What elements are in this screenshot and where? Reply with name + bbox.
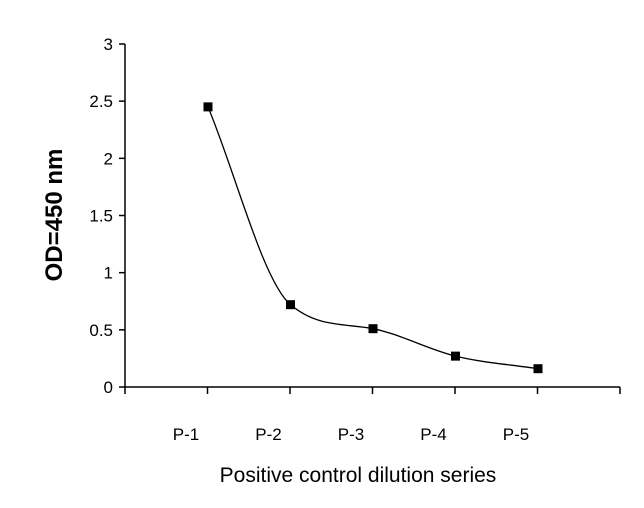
data-point-marker [368, 324, 378, 334]
y-tick-label: 0.5 [89, 321, 113, 340]
chart-axes [124, 44, 620, 388]
series-line [207, 106, 539, 370]
x-tick-label: P-5 [503, 425, 529, 444]
y-tick-label: 3 [104, 35, 113, 54]
data-point-marker [451, 351, 460, 361]
y-tick-label: 2.5 [89, 92, 113, 111]
y-axis-ticks: 0 0.5 1 1.5 2 2.5 3 [89, 35, 125, 397]
data-point-marker [286, 300, 295, 310]
x-tick-label: P-2 [255, 425, 281, 444]
y-axis-title: OD=450 nm [41, 149, 68, 282]
x-axis-title: Positive control dilution series [220, 464, 497, 487]
x-tick-label: P-4 [420, 425, 446, 444]
x-tick-label: P-3 [338, 425, 364, 444]
y-tick-label: 0 [104, 378, 113, 397]
x-axis-ticks: P-1 P-2 P-3 P-4 P-5 [124, 387, 621, 444]
data-point-marker [203, 102, 213, 112]
y-tick-label: 2 [104, 149, 113, 168]
data-point-marker [533, 364, 543, 374]
plot-area [203, 102, 543, 374]
y-tick-label: 1.5 [89, 207, 113, 226]
x-tick-label: P-1 [173, 425, 199, 444]
y-tick-label: 1 [104, 264, 113, 283]
